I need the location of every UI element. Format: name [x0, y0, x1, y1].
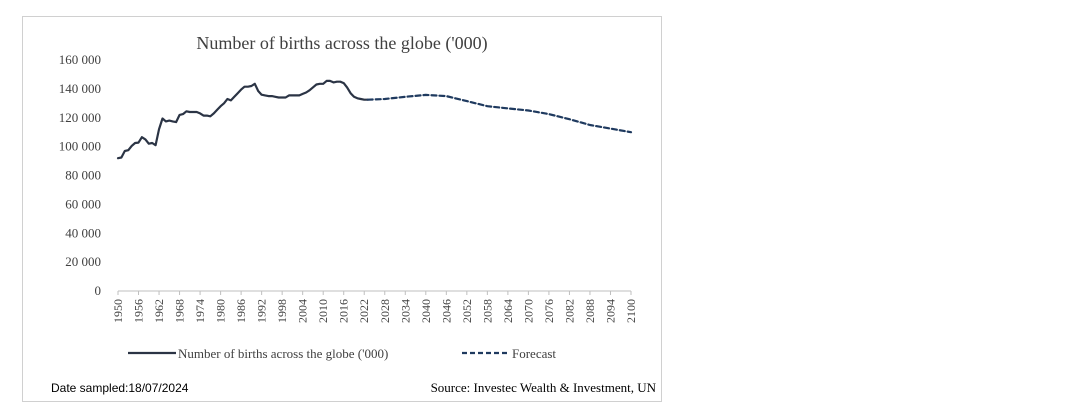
x-tick-label: 2046: [439, 299, 453, 323]
y-tick-label: 60 000: [65, 196, 101, 211]
x-tick-label: 2058: [480, 299, 494, 323]
y-tick-label: 20 000: [65, 254, 101, 269]
x-tick-label: 1956: [132, 299, 146, 323]
x-tick-label: 1998: [275, 299, 289, 323]
y-tick-label: 160 000: [59, 52, 101, 67]
x-tick-label: 2064: [501, 299, 515, 323]
x-tick-label: 2100: [624, 299, 638, 323]
x-tick-label: 2094: [603, 299, 617, 323]
x-tick-label: 2004: [296, 299, 310, 323]
legend: Number of births across the globe ('000)…: [128, 346, 556, 361]
x-tick-label: 2028: [378, 299, 392, 323]
legend-forecast-label: Forecast: [512, 346, 556, 361]
x-tick-label: 1980: [214, 299, 228, 323]
x-tick-label: 1986: [234, 299, 248, 323]
y-axis-tick-labels: 0 20 000 40 000 60 000 80 000 100 000 120 000 1…: [59, 52, 101, 298]
x-tick-label: 2076: [542, 299, 556, 323]
x-tick-label: 2016: [337, 299, 351, 323]
x-tick-label: 2070: [521, 299, 535, 323]
y-tick-label: 140 000: [59, 81, 101, 96]
y-tick-label: 120 000: [59, 110, 101, 125]
x-tick-label: 2040: [419, 299, 433, 323]
y-tick-label: 0: [95, 283, 102, 298]
legend-actual-label: Number of births across the globe ('000): [178, 346, 388, 361]
x-tick-label: 1950: [111, 299, 125, 323]
forecast-line: [366, 93, 633, 134]
source-note: Source: Investec Wealth & Investment, UN: [431, 380, 657, 395]
x-axis-tick-labels: 1950 1956 1962 1968 1974 1980 1986 1992 1998 2004…: [111, 299, 638, 323]
y-tick-label: 100 000: [59, 139, 101, 154]
series-layer: [116, 79, 633, 160]
x-tick-label: 1962: [152, 299, 166, 323]
x-tick-label: 1974: [193, 299, 207, 323]
x-tick-label: 1968: [173, 299, 187, 323]
x-tick-label: 1992: [255, 299, 269, 323]
chart-title: Number of births across the globe ('000): [196, 33, 487, 54]
actual-births-line: [116, 79, 369, 160]
x-axis: [117, 290, 632, 295]
x-tick-label: 2010: [316, 299, 330, 323]
y-tick-label: 40 000: [65, 225, 101, 240]
x-tick-label: 2088: [583, 299, 597, 323]
x-tick-label: 2052: [460, 299, 474, 323]
chart-frame: [22, 16, 662, 402]
x-tick-label: 2082: [562, 299, 576, 323]
date-sampled: Date sampled:18/07/2024: [51, 381, 189, 395]
x-tick-label: 2022: [357, 299, 371, 323]
y-tick-label: 80 000: [65, 168, 101, 183]
births-line-chart: Number of births across the globe ('000)…: [51, 33, 657, 395]
x-tick-label: 2034: [398, 299, 412, 323]
